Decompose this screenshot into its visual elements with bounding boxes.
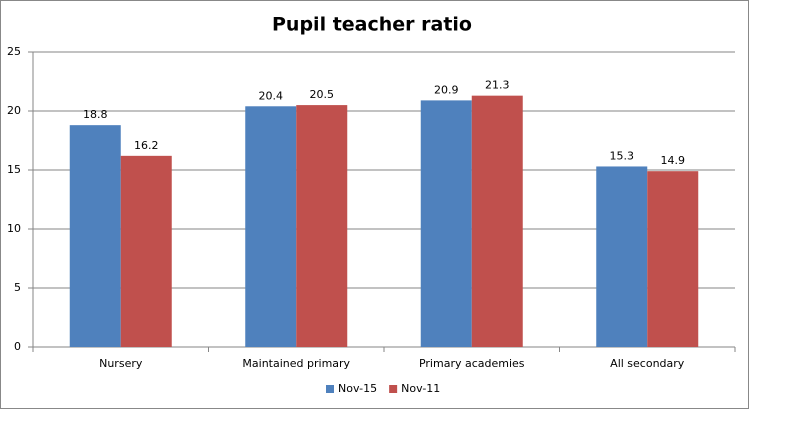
chart-title: Pupil teacher ratio: [272, 14, 472, 36]
bar: [69, 125, 121, 347]
bar: [245, 106, 297, 347]
y-tick-label: 10: [7, 222, 21, 235]
bar: [420, 100, 472, 347]
bar: [647, 171, 699, 347]
y-tick-label: 0: [14, 340, 21, 353]
x-tick-label: Primary academies: [419, 357, 525, 370]
bar: [471, 95, 523, 347]
x-tick-label: Nursery: [99, 357, 143, 370]
data-label: 20.5: [310, 88, 335, 101]
y-tick-label: 25: [7, 45, 21, 58]
data-label: 21.3: [485, 79, 510, 92]
y-tick-label: 5: [14, 281, 21, 294]
data-label: 16.2: [134, 139, 159, 152]
bar: [596, 166, 648, 347]
bar: [296, 105, 348, 347]
bar: [120, 155, 172, 347]
data-label: 14.9: [661, 154, 686, 167]
data-label: 20.9: [434, 83, 459, 96]
data-label: 20.4: [259, 89, 284, 102]
legend-label: Nov-15: [338, 382, 377, 395]
legend-swatch: [326, 385, 334, 393]
data-label: 15.3: [610, 149, 635, 162]
x-tick-label: Maintained primary: [242, 357, 350, 370]
data-label: 18.8: [83, 108, 108, 121]
legend-label: Nov-11: [401, 382, 440, 395]
x-tick-label: All secondary: [610, 357, 685, 370]
y-tick-label: 20: [7, 104, 21, 117]
y-tick-label: 15: [7, 163, 21, 176]
legend-swatch: [389, 385, 398, 393]
